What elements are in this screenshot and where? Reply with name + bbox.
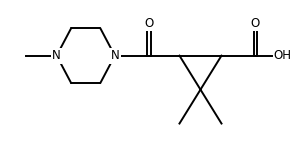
Text: N: N <box>52 49 61 62</box>
Text: N: N <box>110 49 119 62</box>
Text: O: O <box>251 17 260 30</box>
Text: O: O <box>144 17 154 30</box>
Text: OH: OH <box>274 49 292 62</box>
